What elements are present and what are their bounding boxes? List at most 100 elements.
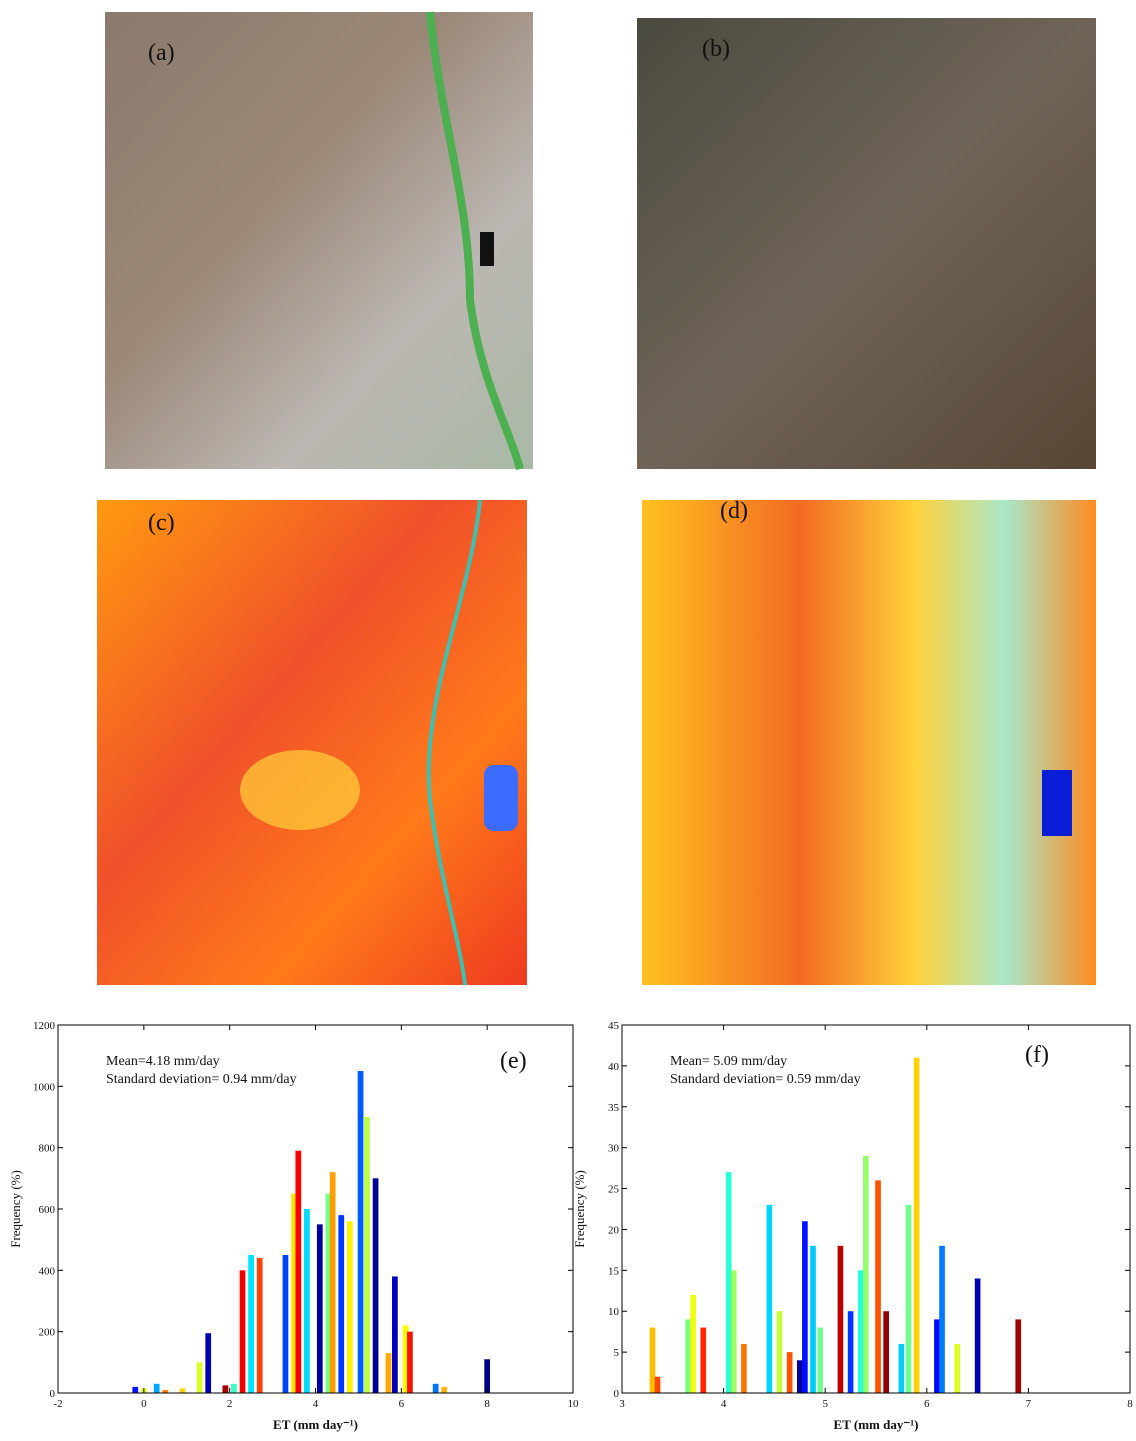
bar	[291, 1193, 297, 1393]
bar	[776, 1311, 783, 1393]
bar	[222, 1385, 229, 1393]
bar	[316, 1224, 323, 1393]
bar	[153, 1383, 160, 1393]
bar	[357, 1071, 364, 1393]
bar	[205, 1333, 212, 1393]
bar	[364, 1117, 370, 1393]
bar	[248, 1255, 254, 1393]
bar	[407, 1331, 413, 1393]
bar	[654, 1376, 661, 1393]
bar	[132, 1386, 139, 1393]
bar	[863, 1155, 869, 1393]
y-tick-label: 600	[39, 1204, 56, 1216]
bar	[741, 1343, 747, 1393]
y-axis-label: Frequency (%)	[572, 1170, 587, 1248]
bar	[162, 1389, 169, 1393]
bar	[766, 1204, 773, 1393]
panel-label: (c)	[148, 510, 175, 536]
bar	[802, 1221, 808, 1393]
x-axis-label: ET (mm day⁻¹)	[273, 1417, 358, 1432]
bar	[282, 1255, 289, 1393]
panel-label: (f)	[1025, 1042, 1049, 1068]
bar	[325, 1193, 332, 1393]
bar	[649, 1327, 656, 1393]
bar	[441, 1386, 448, 1393]
bar	[898, 1343, 905, 1393]
bar	[974, 1278, 981, 1393]
bar	[372, 1178, 379, 1393]
y-tick-label: 45	[608, 1020, 620, 1032]
bar	[484, 1359, 491, 1393]
bar	[179, 1388, 186, 1393]
y-tick-label: 25	[608, 1184, 620, 1196]
bar	[196, 1362, 203, 1393]
x-tick-label: -2	[53, 1398, 62, 1410]
x-tick-label: 6	[399, 1398, 405, 1410]
x-tick-label: 5	[822, 1398, 828, 1410]
x-tick-label: 4	[313, 1398, 319, 1410]
annotation: Mean=4.18 mm/day	[106, 1054, 220, 1069]
bar	[304, 1209, 310, 1393]
bar	[730, 1270, 737, 1393]
x-tick-label: 8	[1127, 1398, 1133, 1410]
bar	[432, 1383, 439, 1393]
lake	[1042, 770, 1072, 836]
bar	[392, 1276, 398, 1393]
y-tick-label: 20	[608, 1224, 620, 1236]
annotation: Standard deviation= 0.59 mm/day	[670, 1072, 861, 1087]
x-tick-label: 4	[721, 1398, 727, 1410]
bar	[817, 1327, 823, 1393]
panel-label: (a)	[148, 40, 175, 66]
image-c	[97, 500, 527, 985]
image-d	[642, 500, 1096, 985]
lake	[480, 232, 494, 266]
x-tick-label: 0	[141, 1398, 147, 1410]
bar	[837, 1245, 844, 1393]
bar	[239, 1270, 246, 1393]
bar	[954, 1343, 961, 1393]
panel-label: (b)	[702, 36, 730, 62]
y-tick-label: 0	[614, 1388, 620, 1400]
bar	[905, 1204, 912, 1393]
y-tick-label: 200	[39, 1327, 56, 1339]
bar	[847, 1311, 854, 1393]
y-tick-label: 1200	[33, 1020, 56, 1032]
bar	[913, 1057, 920, 1393]
x-tick-label: 3	[619, 1398, 625, 1410]
annotation: Standard deviation= 0.94 mm/day	[106, 1072, 297, 1087]
image-a	[105, 12, 533, 469]
bar	[700, 1327, 707, 1393]
bar	[883, 1311, 889, 1393]
bar	[857, 1270, 864, 1393]
bar	[295, 1150, 302, 1393]
bar	[810, 1245, 816, 1393]
river	[426, 499, 482, 986]
bar	[934, 1319, 940, 1393]
y-axis-label: Frequency (%)	[8, 1170, 23, 1248]
image-b	[637, 18, 1096, 469]
bar	[796, 1360, 803, 1393]
river	[426, 11, 524, 470]
y-tick-label: 1000	[33, 1081, 56, 1093]
x-tick-label: 10	[568, 1398, 580, 1410]
x-tick-label: 8	[484, 1398, 490, 1410]
x-tick-label: 7	[1026, 1398, 1032, 1410]
y-tick-label: 800	[39, 1143, 56, 1155]
y-tick-label: 35	[608, 1102, 620, 1114]
panel-label: (d)	[720, 498, 748, 524]
bar	[1015, 1319, 1022, 1393]
x-axis-label: ET (mm day⁻¹)	[834, 1417, 919, 1432]
lake	[484, 765, 518, 831]
bar	[329, 1172, 336, 1393]
axes-frame	[621, 1024, 1131, 1394]
bar	[256, 1258, 263, 1393]
y-tick-label: 400	[39, 1265, 56, 1277]
annotation: Mean= 5.09 mm/day	[670, 1054, 787, 1069]
x-tick-label: 6	[924, 1398, 930, 1410]
x-tick-label: 2	[227, 1398, 233, 1410]
y-tick-label: 15	[608, 1265, 620, 1277]
y-tick-label: 40	[608, 1061, 620, 1073]
panel-label: (e)	[500, 1048, 527, 1074]
bar	[875, 1180, 881, 1393]
